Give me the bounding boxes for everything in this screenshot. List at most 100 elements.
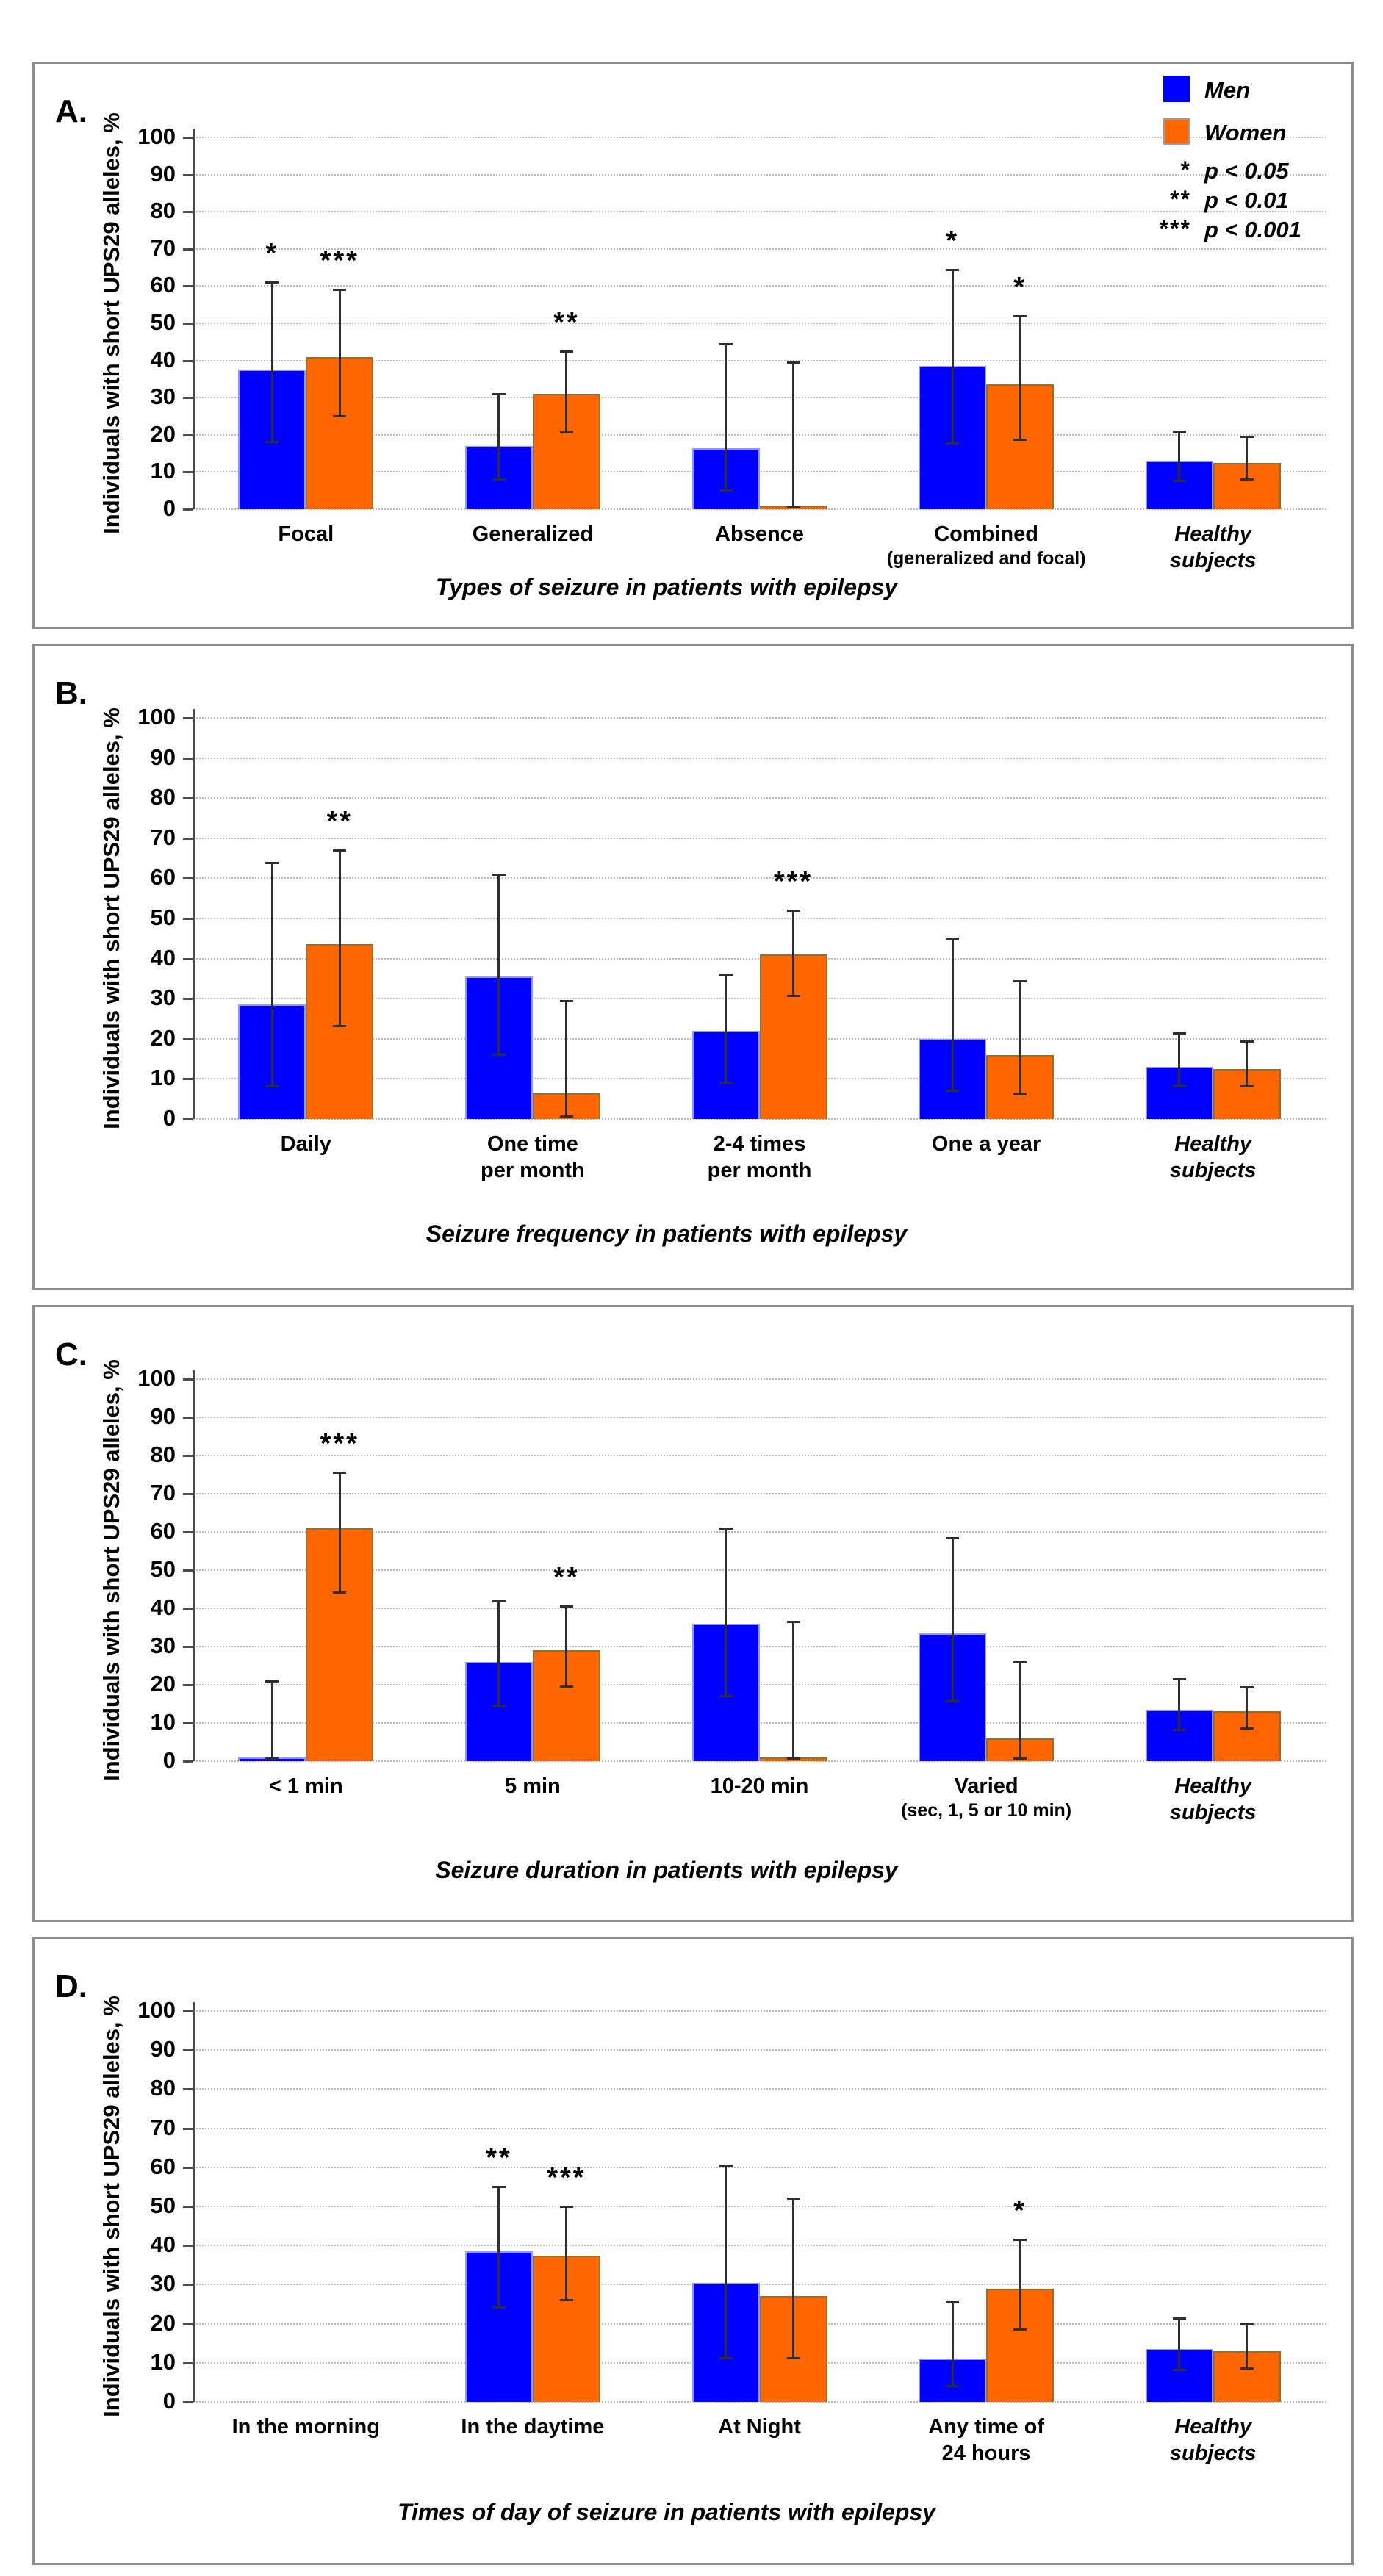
gridline-0 bbox=[193, 508, 1326, 510]
y-tick-mark-90 bbox=[183, 173, 193, 176]
error-bar-women-1 bbox=[565, 2206, 568, 2300]
error-bar-men-2 bbox=[725, 1528, 727, 1697]
gridline-100 bbox=[193, 717, 1326, 719]
y-tick-label-10: 10 bbox=[150, 2348, 176, 2375]
x-label-0: In the morning bbox=[181, 2414, 431, 2440]
error-cap-bottom-men-4 bbox=[1172, 480, 1186, 483]
gridline-10 bbox=[193, 1722, 1326, 1724]
y-tick-mark-90 bbox=[183, 1417, 193, 1419]
error-bar-men-4 bbox=[1178, 431, 1181, 482]
gridline-40 bbox=[193, 2245, 1326, 2247]
error-cap-top-men-2 bbox=[719, 1527, 733, 1530]
error-cap-top-women-4 bbox=[1240, 2323, 1254, 2325]
gridline-40 bbox=[193, 359, 1326, 361]
legend-sig-label-1: p < 0.01 bbox=[1204, 187, 1289, 213]
y-tick-label-40: 40 bbox=[150, 2231, 176, 2258]
error-cap-bottom-women-4 bbox=[1240, 1727, 1254, 1730]
panel-d: D. Individuals with short UPS29 alleles, … bbox=[32, 1937, 1354, 2565]
y-tick-label-30: 30 bbox=[150, 384, 176, 410]
error-cap-bottom-men-3 bbox=[946, 1089, 960, 1092]
error-cap-bottom-men-3 bbox=[946, 442, 960, 445]
error-cap-bottom-men-3 bbox=[946, 1700, 960, 1703]
y-tick-mark-20 bbox=[183, 433, 193, 436]
error-cap-top-men-2 bbox=[719, 342, 733, 345]
y-tick-mark-60 bbox=[183, 2166, 193, 2169]
gridline-100 bbox=[193, 2010, 1326, 2012]
panel-b: B. Individuals with short UPS29 alleles, … bbox=[32, 644, 1354, 1290]
error-cap-top-women-0 bbox=[333, 1472, 347, 1475]
gridline-90 bbox=[193, 173, 1326, 176]
error-cap-bottom-women-0 bbox=[333, 414, 347, 417]
gridline-50 bbox=[193, 2206, 1326, 2207]
x-label-line: Healthy bbox=[1174, 1132, 1252, 1156]
y-tick-label-20: 20 bbox=[150, 2309, 176, 2336]
x-label-line: subjects bbox=[1169, 1159, 1257, 1183]
x-label-4: Healthy subjects bbox=[1088, 521, 1338, 575]
y-tick-label-0: 0 bbox=[162, 495, 176, 521]
error-bar-men-2 bbox=[725, 343, 727, 491]
y-tick-mark-70 bbox=[183, 248, 193, 251]
error-cap-bottom-men-4 bbox=[1172, 1085, 1186, 1088]
x-label-line: per month bbox=[707, 1159, 812, 1183]
x-label-line: One time bbox=[486, 1132, 578, 1156]
y-axis bbox=[193, 129, 195, 509]
y-tick-mark-100 bbox=[183, 2010, 193, 2012]
y-tick-label-30: 30 bbox=[150, 2270, 176, 2297]
legend-item-women: Women bbox=[1115, 112, 1335, 155]
y-tick-label-10: 10 bbox=[150, 1709, 176, 1735]
legend-sig-label-0: p < 0.05 bbox=[1204, 158, 1289, 184]
error-cap-top-men-3 bbox=[946, 2301, 960, 2304]
y-tick-mark-60 bbox=[183, 877, 193, 880]
gridline-30 bbox=[193, 2284, 1326, 2286]
error-cap-bottom-men-1 bbox=[492, 478, 506, 481]
y-tick-mark-70 bbox=[183, 1493, 193, 1495]
error-bar-men-4 bbox=[1178, 1032, 1181, 1087]
error-cap-bottom-men-1 bbox=[492, 2306, 506, 2309]
error-cap-top-men-3 bbox=[946, 938, 960, 940]
error-cap-top-men-3 bbox=[946, 1536, 960, 1539]
gridline-100 bbox=[193, 1378, 1326, 1380]
legend-sig-label-2: p < 0.001 bbox=[1204, 217, 1301, 242]
y-axis bbox=[193, 2002, 195, 2402]
gridline-30 bbox=[193, 397, 1326, 399]
gridline-60 bbox=[193, 877, 1326, 879]
y-tick-label-60: 60 bbox=[150, 272, 176, 298]
x-label-line: (sec, 1, 5 or 10 min) bbox=[901, 1800, 1072, 1821]
error-cap-top-women-3 bbox=[1013, 2239, 1027, 2242]
y-tick-label-100: 100 bbox=[137, 1365, 176, 1391]
error-cap-bottom-men-4 bbox=[1172, 2369, 1186, 2372]
y-tick-mark-60 bbox=[183, 1531, 193, 1533]
y-tick-label-10: 10 bbox=[150, 458, 176, 484]
gridline-0 bbox=[193, 1118, 1326, 1120]
gridline-80 bbox=[193, 2088, 1326, 2090]
error-cap-top-women-0 bbox=[333, 289, 347, 292]
gridline-70 bbox=[193, 1493, 1326, 1494]
x-label-line: Daily bbox=[280, 1132, 331, 1156]
error-cap-top-men-0 bbox=[265, 1680, 279, 1683]
gridline-50 bbox=[193, 918, 1326, 919]
legend-sig-row-0: * p < 0.05 bbox=[1115, 155, 1335, 184]
legend-sig-stars-2: *** bbox=[1159, 215, 1191, 242]
x-label-0: Daily bbox=[181, 1131, 431, 1157]
y-tick-label-70: 70 bbox=[150, 824, 176, 850]
x-label-0: < 1 min bbox=[181, 1773, 431, 1799]
y-tick-mark-50 bbox=[183, 918, 193, 920]
x-label-line: subjects bbox=[1169, 1801, 1257, 1825]
error-cap-top-women-3 bbox=[1013, 314, 1027, 317]
y-tick-mark-70 bbox=[183, 2127, 193, 2130]
error-cap-bottom-men-4 bbox=[1172, 1729, 1186, 1732]
error-bar-men-0 bbox=[270, 1680, 273, 1760]
y-tick-mark-10 bbox=[183, 1078, 193, 1081]
error-cap-bottom-women-1 bbox=[559, 431, 573, 434]
legend-sig-stars-1: ** bbox=[1170, 186, 1191, 212]
error-cap-top-men-1 bbox=[492, 2186, 506, 2189]
y-tick-label-40: 40 bbox=[150, 1594, 176, 1620]
y-axis bbox=[193, 709, 195, 1119]
error-cap-bottom-women-1 bbox=[559, 1685, 573, 1688]
gridline-80 bbox=[193, 1455, 1326, 1456]
error-cap-bottom-men-0 bbox=[265, 440, 279, 443]
error-cap-bottom-women-2 bbox=[786, 1757, 800, 1760]
y-tick-label-90: 90 bbox=[150, 744, 176, 770]
y-tick-label-100: 100 bbox=[137, 704, 176, 730]
